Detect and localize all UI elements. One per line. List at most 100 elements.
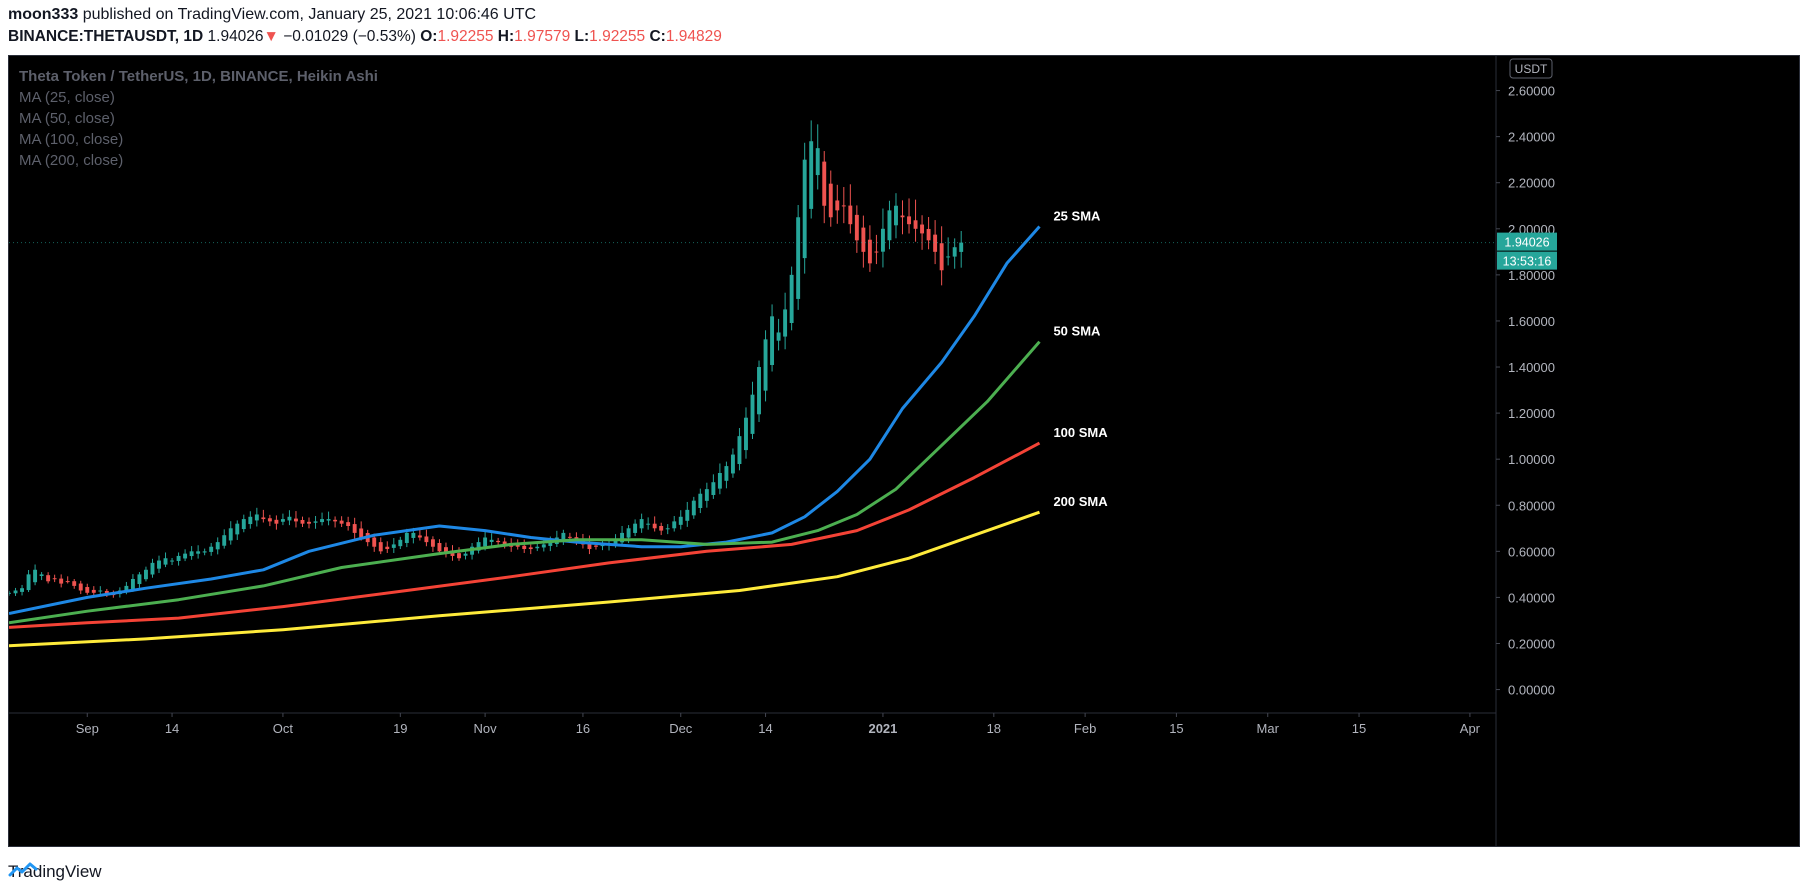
last-price: 1.94026	[207, 28, 264, 45]
ma-line-50-sma	[9, 340, 1041, 625]
candle-body	[646, 523, 651, 525]
legend-ma100[interactable]: MA (100, close)	[19, 131, 124, 148]
y-tick-label: 0.40000	[1508, 590, 1555, 605]
candle-body	[46, 575, 51, 582]
candle-body	[91, 589, 96, 593]
candle-body	[913, 220, 918, 229]
ma-annotation: 50 SMA	[1053, 324, 1101, 339]
candle-body	[130, 578, 135, 590]
candle-body	[548, 542, 553, 546]
price-chart[interactable]: 2.600002.400002.200002.000001.800001.600…	[9, 56, 1800, 847]
candle-body	[626, 528, 631, 538]
high-label: H:	[497, 28, 515, 45]
x-tick-label: 14	[165, 721, 179, 736]
candle-body	[26, 574, 31, 591]
candle-body	[280, 519, 285, 522]
publish-info: moon333 published on TradingView.com, Ja…	[8, 6, 536, 24]
candle-body	[157, 560, 161, 569]
candle-body	[202, 551, 207, 553]
candle-body	[665, 528, 670, 530]
candle-body	[170, 560, 175, 562]
x-tick-label: 15	[1169, 721, 1183, 736]
x-tick-label: 19	[393, 721, 407, 736]
legend-ma200[interactable]: MA (200, close)	[19, 152, 124, 169]
ma-annotation: 100 SMA	[1053, 425, 1108, 440]
countdown-label: 13:53:16	[1503, 255, 1552, 269]
candle-body	[267, 518, 272, 522]
candle-body	[300, 519, 305, 524]
candle-body	[372, 537, 377, 547]
footer: TradingView	[8, 860, 102, 884]
candle-body	[515, 544, 520, 547]
candle-body	[430, 539, 435, 547]
candle-body	[920, 224, 925, 234]
y-tick-label: 1.80000	[1508, 268, 1555, 283]
candle-body	[378, 542, 383, 552]
candle-body	[757, 367, 761, 415]
candle-body	[659, 525, 664, 531]
y-tick-label: 1.60000	[1508, 314, 1555, 329]
y-tick-label: 0.80000	[1508, 498, 1555, 513]
candle-body	[822, 161, 827, 206]
candle-body	[59, 578, 64, 584]
candle-body	[424, 536, 429, 543]
legend-ma50[interactable]: MA (50, close)	[19, 110, 115, 127]
symbol-label: BINANCE:THETAUSDT, 1D	[8, 28, 204, 45]
x-tick-label: Sep	[76, 721, 99, 736]
y-tick-label: 1.20000	[1508, 406, 1555, 421]
candle-body	[783, 309, 788, 337]
x-tick-label: 2021	[868, 721, 897, 736]
chart-legend: Theta Token / TetherUS, 1D, BINANCE, Hei…	[19, 66, 378, 171]
low-value: 1.92255	[589, 28, 646, 45]
candle-body	[144, 569, 148, 580]
candle-body	[333, 519, 338, 522]
candle-body	[150, 562, 155, 575]
candle-body	[502, 541, 507, 545]
last-price-badge	[1497, 232, 1557, 251]
candle-body	[704, 489, 709, 501]
candle-body	[20, 588, 25, 592]
y-tick-label: 1.00000	[1508, 452, 1555, 467]
candle-body	[776, 332, 781, 341]
candle-body	[457, 553, 461, 559]
candle-body	[326, 519, 331, 521]
countdown-badge	[1497, 251, 1557, 270]
ma-annotation: 25 SMA	[1053, 208, 1101, 223]
candle-body	[85, 587, 90, 593]
y-tick-label: 2.20000	[1508, 176, 1555, 191]
open-label: O:	[420, 28, 438, 45]
x-tick-label: Oct	[273, 721, 294, 736]
candle-body	[241, 519, 246, 530]
ma-line-200-sma	[9, 510, 1040, 648]
x-tick-label: 14	[758, 721, 772, 736]
candle-body	[907, 216, 911, 225]
candle-body	[489, 539, 494, 542]
candle-body	[72, 581, 77, 586]
tradingview-logo-icon[interactable]	[8, 860, 38, 880]
candle-body	[385, 546, 390, 550]
candle-body	[398, 539, 403, 547]
candle-body	[476, 542, 481, 551]
author-name[interactable]: moon333	[8, 6, 79, 23]
y-tick-label: 0.20000	[1508, 636, 1555, 651]
candle-body	[880, 228, 885, 252]
candle-body	[228, 528, 233, 541]
candle-body	[261, 517, 266, 520]
candle-body	[887, 210, 892, 241]
chart-panel[interactable]: 2.60000 2.40000 2.20000 2.00000 1.80000 1.600…	[8, 55, 1800, 847]
candle-body	[359, 528, 364, 538]
candle-body	[874, 251, 879, 253]
candle-body	[163, 558, 168, 565]
candle-body	[613, 539, 618, 545]
candle-body	[587, 542, 592, 550]
candle-body	[417, 535, 422, 538]
legend-title: Theta Token / TetherUS, 1D, BINANCE, Hei…	[19, 68, 378, 85]
candle-body	[685, 509, 690, 521]
candle-body	[437, 543, 442, 552]
candle-body	[483, 537, 488, 547]
legend-ma25[interactable]: MA (25, close)	[19, 89, 115, 106]
candle-body	[496, 540, 501, 543]
last-price-label: 1.94026	[1504, 236, 1549, 250]
candle-body	[894, 205, 898, 226]
candle-body	[730, 454, 735, 474]
